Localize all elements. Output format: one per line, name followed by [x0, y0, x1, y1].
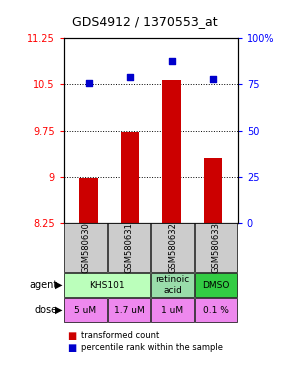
- Bar: [79, 179, 98, 223]
- Text: transformed count: transformed count: [81, 331, 160, 341]
- Text: GSM580633: GSM580633: [211, 222, 221, 273]
- Text: percentile rank within the sample: percentile rank within the sample: [81, 343, 223, 352]
- Text: agent: agent: [30, 280, 58, 290]
- Text: DMSO: DMSO: [202, 281, 230, 290]
- Bar: [151, 298, 194, 322]
- Bar: [64, 273, 151, 297]
- Text: GSM580631: GSM580631: [124, 222, 134, 273]
- Text: 1 uM: 1 uM: [162, 306, 184, 314]
- Point: [128, 74, 133, 80]
- Text: KHS101: KHS101: [90, 281, 125, 290]
- Bar: [108, 298, 151, 322]
- Text: GDS4912 / 1370553_at: GDS4912 / 1370553_at: [72, 15, 218, 28]
- Bar: [204, 158, 222, 223]
- Bar: [108, 223, 151, 272]
- Bar: [195, 273, 237, 297]
- Bar: [195, 298, 237, 322]
- Bar: [151, 223, 194, 272]
- Text: dose: dose: [35, 305, 58, 315]
- Text: ▶: ▶: [55, 305, 62, 315]
- Bar: [151, 273, 194, 297]
- Text: ■: ■: [67, 343, 76, 353]
- Text: 1.7 uM: 1.7 uM: [114, 306, 144, 314]
- Bar: [64, 298, 107, 322]
- Bar: [195, 223, 237, 272]
- Bar: [64, 223, 107, 272]
- Text: retinoic
acid: retinoic acid: [155, 275, 190, 295]
- Bar: [162, 80, 181, 223]
- Text: ▶: ▶: [55, 280, 62, 290]
- Text: 5 uM: 5 uM: [75, 306, 97, 314]
- Bar: [121, 132, 139, 223]
- Point: [169, 58, 174, 64]
- Point: [86, 79, 91, 86]
- Text: GSM580630: GSM580630: [81, 222, 90, 273]
- Text: GSM580632: GSM580632: [168, 222, 177, 273]
- Point: [211, 76, 215, 82]
- Text: 0.1 %: 0.1 %: [203, 306, 229, 314]
- Text: ■: ■: [67, 331, 76, 341]
